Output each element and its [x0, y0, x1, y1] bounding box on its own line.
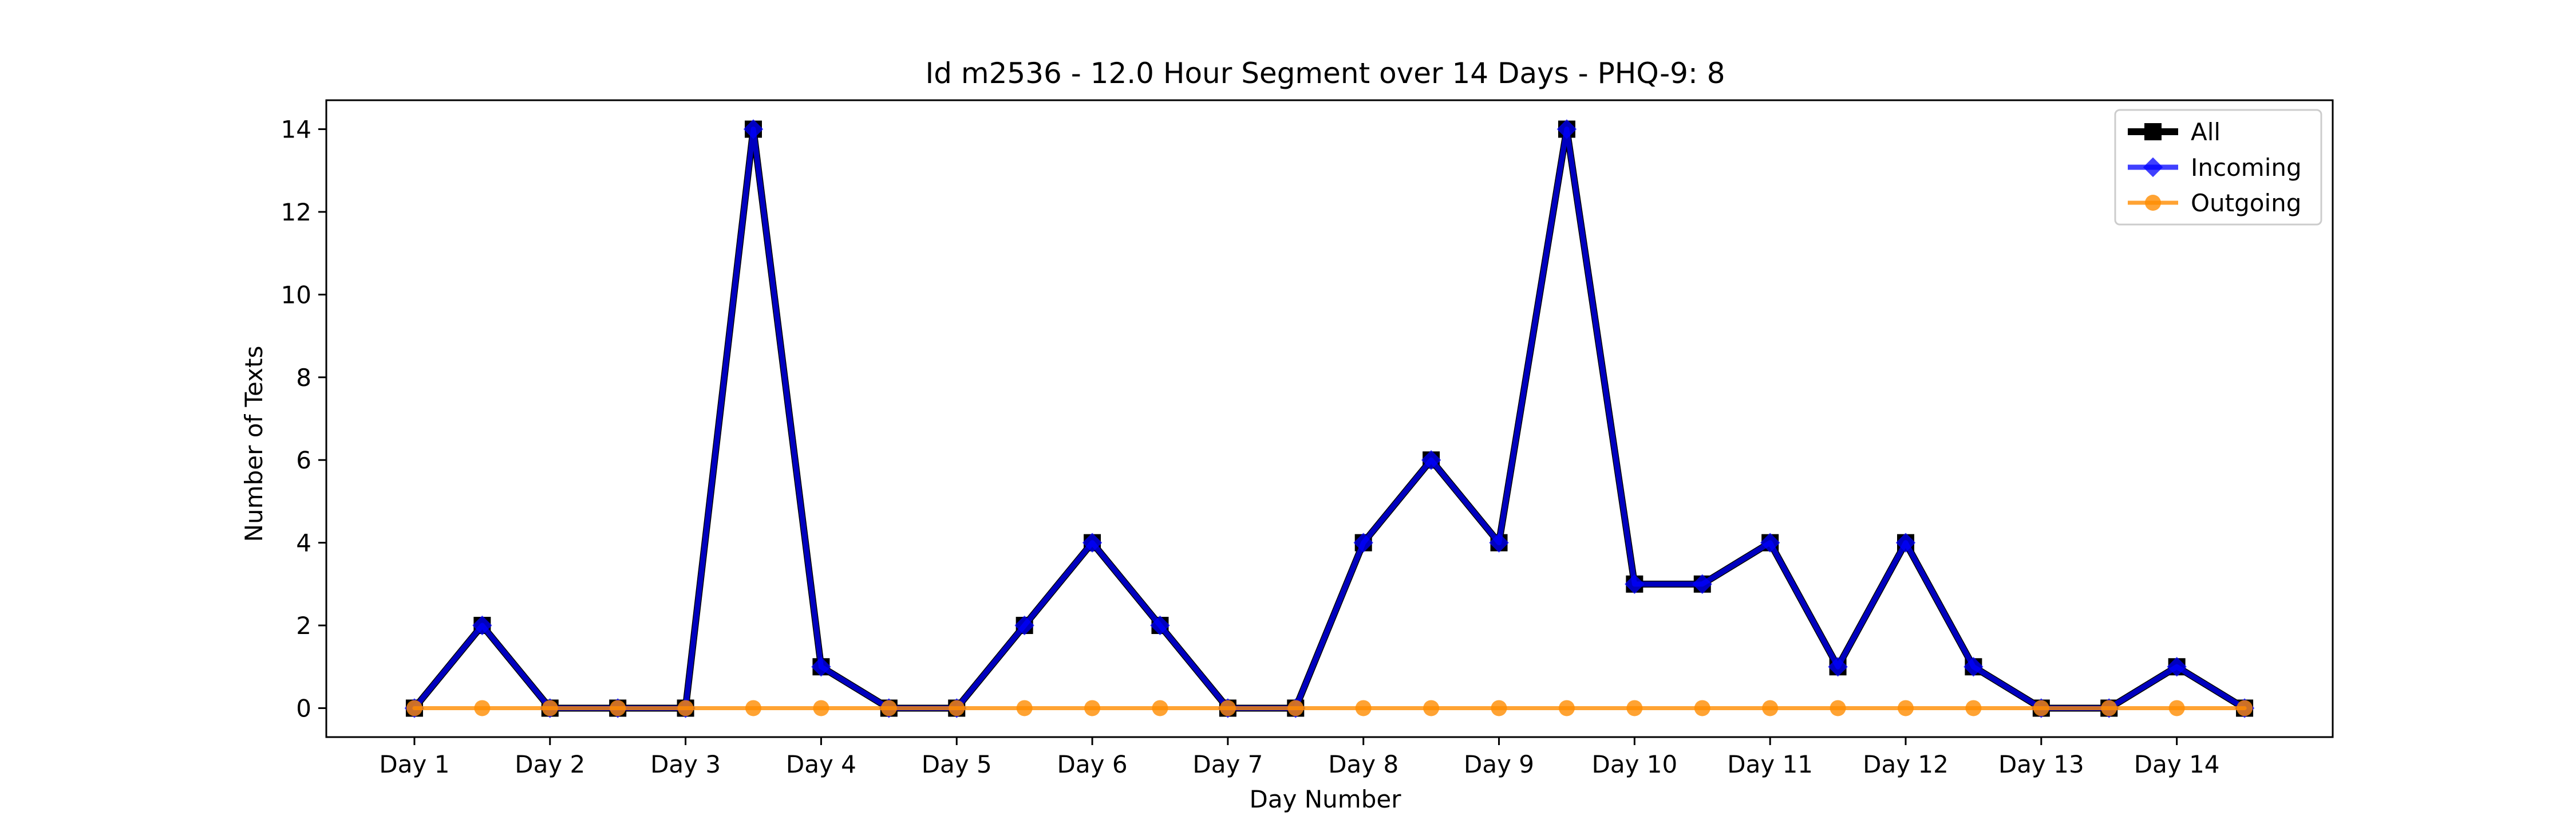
- x-tick-label: Day 11: [1727, 750, 1813, 778]
- data-point-outgoing: [1830, 700, 1846, 716]
- data-point-incoming: [1625, 574, 1645, 594]
- data-point-incoming: [1489, 533, 1509, 553]
- y-axis-label: Number of Texts: [240, 346, 268, 542]
- x-tick-label: Day 2: [515, 750, 585, 778]
- data-point-outgoing: [1219, 700, 1236, 716]
- data-point-incoming: [1353, 533, 1373, 553]
- plot-area: 0 2 4 6 8 10 12 14 Day 1 Day 2 Day 3 Day 4 Day 5 Day …: [281, 99, 2334, 778]
- data-point-outgoing: [1084, 700, 1101, 716]
- data-point-outgoing: [1558, 700, 1575, 716]
- x-tick-label: Day 4: [786, 750, 856, 778]
- legend-label-outgoing: Outgoing: [2191, 189, 2301, 217]
- data-point-incoming: [1556, 119, 1577, 139]
- data-point-incoming: [743, 119, 764, 139]
- data-point-incoming: [1692, 574, 1713, 594]
- x-tick-label: Day 7: [1192, 750, 1263, 778]
- data-point-outgoing: [1016, 700, 1033, 716]
- legend-label-all: All: [2191, 118, 2221, 146]
- x-tick-label: Day 8: [1328, 750, 1398, 778]
- data-point-outgoing: [2101, 700, 2117, 716]
- data-point-incoming: [1963, 656, 1984, 677]
- legend-label-incoming: Incoming: [2191, 153, 2302, 182]
- data-point-outgoing: [813, 700, 829, 716]
- x-tick-label: Day 6: [1057, 750, 1128, 778]
- data-point-outgoing: [610, 700, 626, 716]
- data-point-incoming: [472, 615, 492, 636]
- y-tick-label: 10: [281, 281, 311, 309]
- x-tick-label: Day 14: [2134, 750, 2220, 778]
- data-point-outgoing: [542, 700, 558, 716]
- data-point-outgoing: [1355, 700, 1372, 716]
- x-tick-label: Day 12: [1863, 750, 1949, 778]
- data-point-incoming: [1421, 450, 1441, 470]
- data-point-incoming: [1082, 533, 1103, 553]
- data-point-outgoing: [1965, 700, 1982, 716]
- legend-marker-outgoing: [2145, 195, 2161, 211]
- x-tick-label: Day 5: [922, 750, 992, 778]
- legend-marker-all: [2144, 123, 2162, 140]
- x-tick-label: Day 1: [379, 750, 449, 778]
- data-point-incoming: [1895, 533, 1916, 553]
- x-tick-label: Day 10: [1591, 750, 1677, 778]
- chart-title: Id m2536 - 12.0 Hour Segment over 14 Day…: [925, 57, 1725, 90]
- data-point-incoming: [1150, 615, 1170, 636]
- data-point-outgoing: [474, 700, 491, 716]
- data-point-outgoing: [1898, 700, 1914, 716]
- legend-box: [2114, 109, 2322, 226]
- y-tick-label: 12: [281, 198, 311, 226]
- y-tick-label: 8: [296, 364, 311, 392]
- data-point-outgoing: [949, 700, 965, 716]
- legend: All Incoming Outgoing: [2114, 109, 2322, 226]
- y-tick-label: 14: [281, 116, 311, 144]
- data-point-outgoing: [1762, 700, 1779, 716]
- x-tick-label: Day 3: [650, 750, 721, 778]
- data-point-incoming: [1014, 615, 1034, 636]
- data-point-outgoing: [1152, 700, 1168, 716]
- plot-frame: [325, 99, 2334, 738]
- y-tick-label: 2: [296, 612, 311, 640]
- series-line-incoming: [412, 127, 2247, 711]
- data-point-outgoing: [1694, 700, 1710, 716]
- y-tick-label: 4: [296, 529, 311, 557]
- data-point-outgoing: [2237, 700, 2253, 716]
- data-point-outgoing: [677, 700, 694, 716]
- y-tick-label: 0: [296, 694, 311, 722]
- data-point-outgoing: [880, 700, 897, 716]
- data-point-incoming: [1828, 656, 1848, 677]
- data-point-outgoing: [2033, 700, 2049, 716]
- data-point-outgoing: [1626, 700, 1643, 716]
- y-tick-label: 6: [296, 446, 311, 474]
- data-point-incoming: [2167, 656, 2187, 677]
- data-point-outgoing: [745, 700, 761, 716]
- data-point-outgoing: [1423, 700, 1440, 716]
- data-point-incoming: [1760, 533, 1780, 553]
- x-tick-label: Day 13: [1998, 750, 2084, 778]
- data-point-outgoing: [1287, 700, 1304, 716]
- x-axis-label: Day Number: [1249, 785, 1401, 813]
- data-point-outgoing: [406, 700, 422, 716]
- legend-marker-incoming: [2143, 157, 2163, 178]
- x-tick-label: Day 9: [1464, 750, 1534, 778]
- data-point-outgoing: [1491, 700, 1507, 716]
- data-point-outgoing: [2168, 700, 2185, 716]
- data-point-incoming: [811, 656, 831, 677]
